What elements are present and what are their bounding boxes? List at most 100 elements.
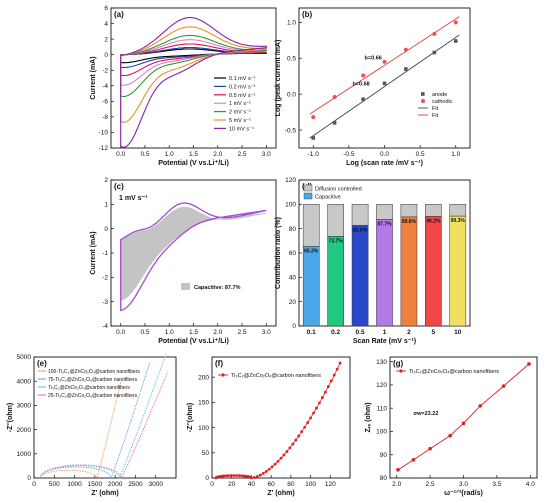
data-point <box>312 411 315 415</box>
y-tick-label: 6 <box>104 5 108 12</box>
x-tick-label: 5 <box>432 329 436 336</box>
x-tick-label: 2 <box>407 329 411 336</box>
data-point <box>250 476 253 480</box>
legend-entry: Ti₃C₂@ZnCo₂O₄@carbon nanofibers <box>48 385 130 391</box>
y-axis-label: Contribution ratio (%) <box>275 217 282 289</box>
bar-diffusion <box>327 204 344 237</box>
legend-entry: Capacitive: 87.7% <box>194 285 241 291</box>
y-tick-label: 100 <box>198 425 209 432</box>
bar-capacitive <box>449 215 467 327</box>
y-tick-label: -3 <box>102 299 108 306</box>
x-tick-label: 0.5 <box>356 329 365 336</box>
x-tick-label: 1.0 <box>165 151 174 158</box>
legend-swatch <box>421 92 425 96</box>
y-tick-label: 2 <box>104 177 108 184</box>
x-tick-label: 1.5 <box>189 329 198 336</box>
x-tick-label: 2.0 <box>392 481 401 488</box>
data-point <box>326 385 330 388</box>
data-point <box>252 476 256 479</box>
legend-entry: 1 mV s⁻¹ <box>229 101 251 107</box>
y-tick-label: 200 <box>198 374 209 381</box>
plot-frame <box>298 7 471 149</box>
data-point <box>267 467 271 471</box>
fit-line <box>309 34 460 139</box>
legend-entry: 75-Ti₃C₂@ZnCo₂O₄@carbon nanofibers <box>48 377 138 383</box>
legend-entry: Ti₃C₂@ZnCo₂O₄@carbon nanofibers <box>231 373 321 379</box>
bar-capacitive <box>376 219 393 327</box>
x-tick-label: 2.0 <box>213 151 222 158</box>
x-axis-label: ω⁻¹ᐟ²(rad/s) <box>444 489 483 497</box>
cv-curve <box>120 17 267 148</box>
scan-rate-label: 1 mV s⁻¹ <box>119 195 148 202</box>
y-tick-label: 1000 <box>17 451 32 458</box>
x-tick-label: 10 <box>454 329 462 336</box>
y-tick-label: 2000 <box>17 427 32 434</box>
bar-capacitive <box>400 216 418 327</box>
y-tick-label: 100 <box>285 202 296 209</box>
legend-entry: 5 mV s⁻¹ <box>229 118 251 124</box>
y-tick-label: 130 <box>376 359 387 366</box>
x-axis-label: Log (scan rate /mV s⁻¹) <box>346 160 423 167</box>
data-point <box>453 20 458 25</box>
y-axis-label: Current (mA) <box>90 231 97 274</box>
bar-value-label: 73.7% <box>329 238 344 244</box>
data-point <box>332 95 337 100</box>
y-tick-label: 80 <box>380 475 388 482</box>
data-point <box>306 421 310 425</box>
panel-label: (e) <box>37 359 47 368</box>
data-point <box>279 456 283 460</box>
y-tick-label: 150 <box>198 400 209 407</box>
annotation: b=0.68 <box>352 82 369 88</box>
x-tick-label: 0 <box>210 481 214 488</box>
y-tick-label: 80 <box>289 226 297 233</box>
panel-label: (c) <box>114 182 124 191</box>
data-point <box>527 362 531 366</box>
nyquist-curve <box>39 354 167 480</box>
y-tick-label: 0 <box>292 323 296 330</box>
bar-capacitive <box>302 246 320 327</box>
data-point <box>335 367 339 371</box>
y-tick-label: 50 <box>202 450 210 457</box>
data-point <box>300 430 304 434</box>
y-tick-label: 60 <box>289 250 297 257</box>
x-axis-label: Potential (V vs.Li⁺/Li) <box>158 160 229 167</box>
data-point <box>273 462 277 466</box>
x-tick-label: 2.5 <box>426 481 435 488</box>
data-point <box>255 475 259 478</box>
x-tick-label: 2.0 <box>213 329 222 336</box>
panel-c: 0.0 0.5 1.0 1.5 2.0 2.5 3.0 -4 -3 -2 -1 0 1 2 Potentia… <box>90 177 277 345</box>
data-point <box>332 121 337 125</box>
bar-capacitive <box>351 225 369 327</box>
data-point <box>428 446 432 451</box>
panel-label: (a) <box>114 10 124 19</box>
data-point <box>258 473 262 477</box>
y-tick-label: -2 <box>102 67 108 74</box>
data-point <box>315 406 318 410</box>
data-point <box>448 433 452 438</box>
data-point <box>332 373 336 377</box>
legend-entry: 0.2 mV s⁻¹ <box>229 84 256 90</box>
legend-entry: 2 mV s⁻¹ <box>229 110 251 116</box>
y-tick-label: 20 <box>289 299 297 306</box>
data-point <box>396 468 400 472</box>
y-tick-label: 0 <box>104 52 108 59</box>
y-tick-label: 5000 <box>17 354 32 361</box>
legend-swatch <box>303 184 313 192</box>
data-point <box>404 67 408 71</box>
x-tick-label: 2.5 <box>238 151 247 158</box>
y-tick-label: 4000 <box>17 378 32 385</box>
y-axis-label: Zᵣₑ (ohm) <box>365 402 372 432</box>
data-point <box>261 472 265 475</box>
y-axis-label: -Z''(ohm) <box>187 403 194 432</box>
y-tick-label: 120 <box>285 177 296 184</box>
x-tick-label: 120 <box>325 481 336 488</box>
x-tick-label: 0.2 <box>331 329 340 336</box>
bar-diffusion <box>425 204 442 217</box>
data-point <box>461 421 466 426</box>
panel-label: (b) <box>302 10 313 19</box>
legend-swatch <box>181 283 190 290</box>
x-tick-label: 0.5 <box>140 329 149 336</box>
bar-value-label: 82.6% <box>353 228 368 234</box>
y-tick-label: -4 <box>102 323 108 330</box>
